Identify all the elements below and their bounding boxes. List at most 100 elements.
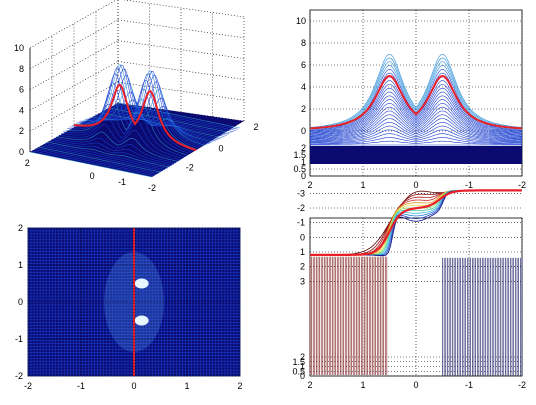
y-tick-label: 2	[253, 122, 258, 132]
hot-spot	[134, 278, 149, 289]
y-tick-label-lower: 0.5	[293, 164, 306, 174]
x-tick-label: 0	[90, 171, 95, 181]
mesh-line	[115, 103, 238, 130]
mesh-line	[34, 149, 157, 175]
red-curve	[310, 189, 522, 256]
y-tick-label: 2	[300, 262, 305, 272]
y-tick-label-lower: 0	[301, 171, 306, 181]
z-tick-label: 4	[19, 105, 24, 115]
mesh-line	[106, 108, 230, 135]
y-tick-label: -3	[297, 188, 305, 198]
left-wall-grid	[29, 0, 117, 49]
x-tick-label: -1	[465, 380, 473, 390]
mesh-line	[91, 111, 214, 143]
x-tick-label: -2	[518, 380, 526, 390]
red-curve	[73, 83, 197, 152]
back-wall-grid	[117, 81, 245, 101]
mesh-line	[310, 133, 522, 144]
y-tick-label: 2	[301, 104, 306, 114]
y-tick-label-lower: 2	[301, 143, 306, 153]
mesh-line	[309, 129, 523, 143]
y-tick-label: 0	[18, 297, 23, 307]
x-tick-label: 2	[307, 180, 312, 190]
mesh-line	[56, 131, 179, 162]
mesh-line	[89, 106, 212, 144]
mesh-line	[95, 114, 219, 141]
mesh-line	[36, 148, 159, 174]
x-tick-label: 2	[307, 380, 312, 390]
x-tick-label: -2	[148, 183, 156, 193]
y-tick-label: -2	[15, 371, 23, 381]
mesh-line	[32, 150, 155, 177]
y-tick-label: -2	[297, 203, 305, 213]
y-tick-label: -1	[15, 334, 23, 344]
x-tick-label: 1	[184, 381, 189, 391]
hot-spot	[134, 315, 149, 326]
mesh-line	[309, 103, 523, 138]
mesh-line	[309, 80, 523, 133]
back-wall-grid	[117, 19, 245, 39]
mesh-line	[93, 115, 216, 142]
x-tick-label: 1	[360, 180, 365, 190]
mesh-line	[309, 54, 523, 128]
y-tick-label: 0	[301, 126, 306, 136]
mesh-line	[309, 118, 523, 141]
mesh-line	[310, 140, 522, 145]
x-tick-label: -2	[518, 180, 526, 190]
z-tick-label: 10	[14, 43, 24, 53]
y-tick-label: -2	[186, 162, 194, 172]
y-tick-label-lower: 1	[301, 157, 306, 167]
x-tick-label: 0	[413, 380, 418, 390]
mesh-line	[98, 113, 221, 140]
mesh-line	[100, 112, 223, 138]
y-tick-label: 10	[296, 16, 306, 26]
mesh-line	[309, 110, 523, 139]
red-curve	[309, 74, 523, 130]
mesh-line	[40, 145, 164, 172]
y-tick-label: 1	[18, 260, 23, 270]
y-tick-label: 2	[18, 223, 23, 233]
top-view-chart: -2 -1 0 1 2 2 1 0 -1 -2	[15, 223, 243, 391]
mesh-line	[309, 95, 523, 136]
mesh-line	[104, 110, 227, 136]
mesh-line	[43, 144, 166, 170]
mesh-line	[102, 111, 225, 137]
y-tick-label: 0	[300, 232, 305, 242]
x-tick-label: 1	[360, 380, 365, 390]
y-tick-label: -1	[297, 218, 305, 228]
mesh-line	[60, 114, 183, 159]
mesh-line	[310, 137, 522, 144]
mesh-line	[309, 106, 523, 138]
mesh-line	[309, 57, 523, 129]
mesh-line	[113, 105, 236, 131]
y-tick-label: 4	[301, 82, 306, 92]
mesh-line	[47, 141, 170, 168]
mesh-line	[309, 76, 523, 133]
mesh-line	[117, 102, 241, 129]
y-tick-label-lower: 0	[300, 371, 305, 381]
x-tick-label: -1	[77, 381, 85, 391]
mesh-line	[309, 91, 523, 135]
mesh-line	[111, 106, 234, 132]
mesh-line	[309, 84, 523, 134]
y-tick-label-lower: 1.5	[292, 357, 305, 367]
mesh-line	[49, 140, 172, 167]
mesh-line	[51, 139, 175, 165]
back-wall-grid	[117, 61, 245, 80]
x-tick-label: 2	[237, 381, 242, 391]
y-tick-label: 6	[301, 60, 306, 70]
z-tick-label: 0	[19, 147, 24, 157]
z-tick-label: 6	[19, 85, 24, 95]
z-tick-label: 2	[19, 126, 24, 136]
mesh-line	[310, 114, 522, 140]
mesh-line	[309, 122, 523, 141]
mesh-line	[29, 151, 153, 178]
mesh-line	[309, 88, 523, 135]
mesh-line	[58, 123, 181, 161]
back-wall-grid	[117, 40, 245, 59]
surface-band	[310, 146, 522, 164]
